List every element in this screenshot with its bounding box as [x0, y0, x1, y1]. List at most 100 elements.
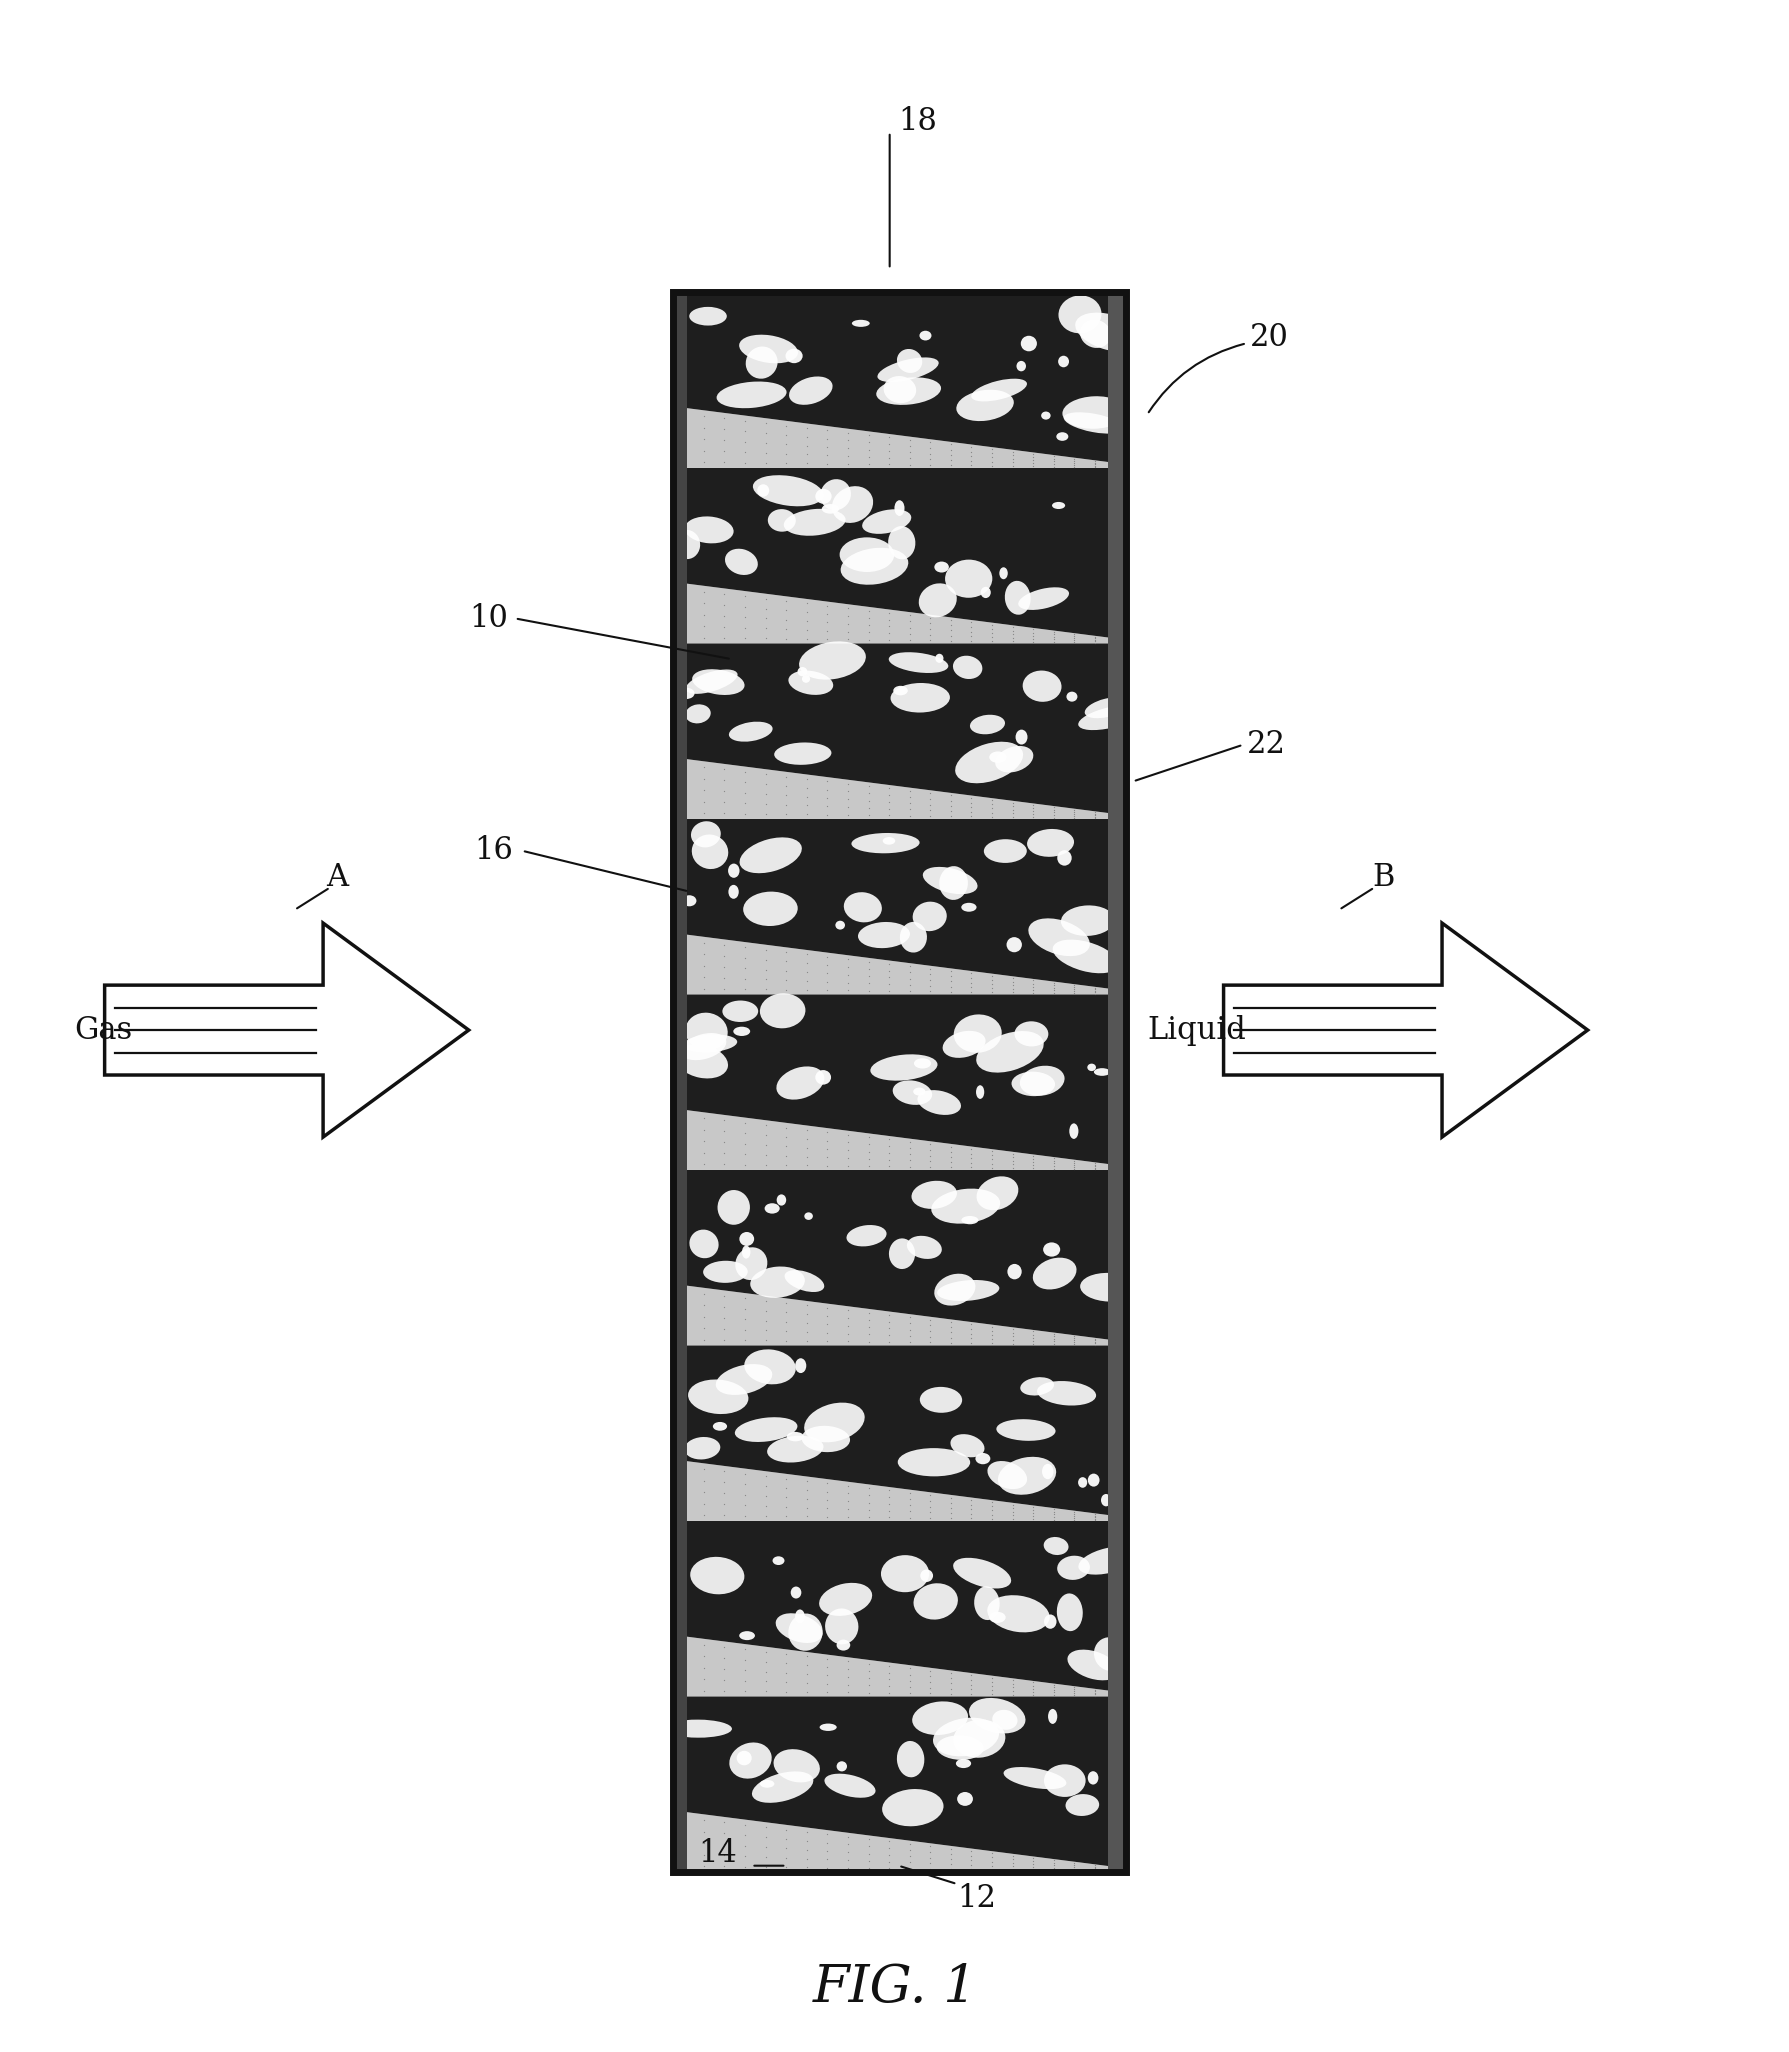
Ellipse shape: [943, 1030, 986, 1059]
Ellipse shape: [1048, 1709, 1057, 1724]
Ellipse shape: [835, 921, 844, 930]
Ellipse shape: [794, 1609, 805, 1623]
Ellipse shape: [1093, 1637, 1125, 1670]
Ellipse shape: [1093, 1069, 1109, 1075]
Ellipse shape: [975, 1030, 1043, 1073]
Bar: [673, 291, 1125, 1871]
Ellipse shape: [912, 1088, 925, 1096]
Ellipse shape: [767, 509, 796, 531]
Ellipse shape: [984, 839, 1027, 864]
Polygon shape: [673, 1810, 1125, 1871]
Ellipse shape: [735, 1248, 767, 1280]
Ellipse shape: [685, 517, 733, 544]
Ellipse shape: [728, 1742, 771, 1779]
Ellipse shape: [798, 642, 866, 679]
Ellipse shape: [680, 1032, 726, 1061]
Ellipse shape: [691, 1557, 744, 1594]
Ellipse shape: [835, 1761, 846, 1771]
Ellipse shape: [896, 1740, 923, 1777]
Ellipse shape: [819, 1724, 835, 1732]
Ellipse shape: [1079, 320, 1111, 349]
Ellipse shape: [1043, 1537, 1068, 1555]
Ellipse shape: [912, 1584, 957, 1619]
Ellipse shape: [952, 1557, 1011, 1588]
Ellipse shape: [920, 330, 930, 341]
Ellipse shape: [1077, 1547, 1136, 1574]
Ellipse shape: [803, 1404, 864, 1443]
Ellipse shape: [1014, 731, 1027, 745]
Ellipse shape: [973, 1586, 998, 1619]
Ellipse shape: [689, 1229, 717, 1258]
Ellipse shape: [1018, 587, 1068, 609]
Ellipse shape: [934, 562, 948, 573]
Ellipse shape: [760, 1779, 775, 1787]
Ellipse shape: [1077, 1477, 1086, 1488]
Ellipse shape: [954, 1720, 1005, 1759]
Ellipse shape: [896, 349, 921, 373]
Polygon shape: [673, 995, 1125, 1166]
Ellipse shape: [787, 1613, 823, 1650]
Ellipse shape: [998, 566, 1007, 579]
Ellipse shape: [887, 525, 914, 560]
Ellipse shape: [832, 486, 873, 523]
Ellipse shape: [735, 1418, 796, 1443]
Ellipse shape: [1043, 1615, 1056, 1629]
Ellipse shape: [685, 1014, 728, 1051]
Ellipse shape: [733, 1026, 750, 1036]
Ellipse shape: [852, 320, 869, 326]
Ellipse shape: [893, 1079, 932, 1104]
Ellipse shape: [937, 1280, 998, 1301]
Ellipse shape: [775, 743, 830, 765]
Ellipse shape: [1020, 337, 1036, 351]
Ellipse shape: [753, 476, 823, 507]
Ellipse shape: [1011, 1071, 1054, 1096]
Ellipse shape: [1041, 412, 1050, 419]
Text: A: A: [326, 862, 349, 893]
Ellipse shape: [742, 893, 798, 925]
Ellipse shape: [955, 741, 1023, 784]
Bar: [673, 291, 1125, 1871]
Ellipse shape: [907, 1235, 941, 1260]
Ellipse shape: [989, 751, 1005, 763]
Ellipse shape: [988, 1594, 1048, 1631]
Ellipse shape: [1020, 1377, 1054, 1395]
Ellipse shape: [1052, 503, 1064, 509]
Ellipse shape: [936, 655, 943, 663]
Ellipse shape: [691, 821, 721, 847]
Ellipse shape: [918, 1090, 961, 1114]
Text: B: B: [1372, 862, 1394, 893]
Ellipse shape: [877, 357, 937, 382]
Ellipse shape: [961, 1217, 979, 1225]
Ellipse shape: [776, 1194, 785, 1207]
Ellipse shape: [1041, 1463, 1054, 1479]
Ellipse shape: [971, 380, 1027, 402]
Ellipse shape: [1032, 1258, 1075, 1289]
Ellipse shape: [728, 864, 739, 878]
Ellipse shape: [869, 1055, 937, 1081]
Ellipse shape: [988, 1461, 1027, 1490]
Text: 14: 14: [698, 1839, 737, 1869]
Ellipse shape: [775, 1613, 823, 1644]
Text: Gas: Gas: [75, 1014, 132, 1047]
Text: 10: 10: [469, 603, 508, 634]
Ellipse shape: [877, 378, 941, 404]
Ellipse shape: [739, 1231, 753, 1246]
Ellipse shape: [846, 1225, 886, 1246]
Ellipse shape: [685, 704, 710, 724]
Ellipse shape: [955, 1759, 971, 1769]
Ellipse shape: [692, 669, 744, 696]
Ellipse shape: [914, 1059, 930, 1069]
Ellipse shape: [685, 669, 737, 694]
Ellipse shape: [1004, 581, 1030, 616]
Ellipse shape: [789, 376, 832, 404]
Ellipse shape: [764, 1202, 780, 1213]
Ellipse shape: [1084, 698, 1127, 718]
Ellipse shape: [1056, 433, 1068, 441]
Ellipse shape: [819, 1582, 871, 1615]
Ellipse shape: [1066, 1650, 1118, 1681]
Ellipse shape: [923, 866, 977, 895]
Polygon shape: [673, 819, 1125, 991]
Ellipse shape: [1077, 706, 1141, 731]
Ellipse shape: [1036, 1381, 1095, 1406]
Polygon shape: [673, 1346, 1125, 1516]
